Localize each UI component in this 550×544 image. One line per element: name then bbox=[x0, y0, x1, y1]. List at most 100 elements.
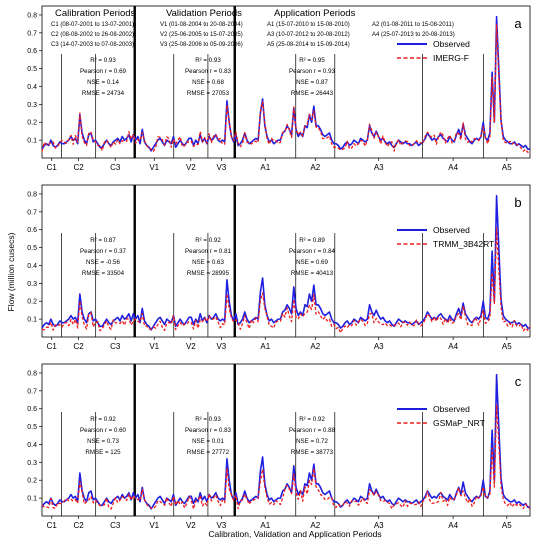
panel-letter: a bbox=[514, 16, 522, 31]
plot-frame bbox=[41, 184, 531, 338]
stat-text: Pearson r = 0.88 bbox=[289, 427, 335, 434]
stat-text: Pearson r = 0.93 bbox=[289, 68, 335, 75]
x-tick-label: V3 bbox=[216, 521, 226, 530]
period-heading: Calibration Periods bbox=[55, 8, 136, 19]
application-period-entry: A1 (15-07-2010 to 15-08-2010) bbox=[267, 22, 350, 28]
stat-text: Pearson r = 0.69 bbox=[80, 68, 126, 75]
x-tick-label: V3 bbox=[216, 342, 226, 351]
validation-period-entry: V2 (25-06-2005 to 15-07-2005) bbox=[160, 32, 243, 38]
estimate-series-line bbox=[41, 403, 531, 510]
x-tick-label: V2 bbox=[186, 163, 196, 172]
y-tick-label: 0.8 bbox=[27, 370, 37, 377]
application-period-entry: A3 (10-07-2012 to 20-08-2012) bbox=[267, 32, 350, 38]
stat-text: NSE = 0.14 bbox=[87, 79, 119, 86]
y-tick-label: 0.2 bbox=[27, 478, 37, 485]
stat-text: R² = 0.93 bbox=[195, 57, 221, 64]
x-tick-label: A4 bbox=[448, 163, 458, 172]
x-tick-label: C1 bbox=[47, 163, 58, 172]
application-period-entry: A5 (25-08-2014 to 15-09-2014) bbox=[267, 42, 350, 48]
stat-text: R² = 0.89 bbox=[299, 237, 325, 244]
x-tick-label: V1 bbox=[149, 163, 159, 172]
stat-text: NSE = -0.56 bbox=[86, 259, 120, 266]
validation-period-entry: V1 (01-08-2004 to 20-08-2004) bbox=[160, 22, 243, 28]
y-tick-label: 0.3 bbox=[27, 460, 37, 467]
stat-text: R² = 0.95 bbox=[299, 57, 325, 64]
stat-text: RMSE = 125 bbox=[85, 449, 121, 456]
stat-text: NSE = 0.72 bbox=[296, 438, 328, 445]
x-tick-label: V1 bbox=[149, 342, 159, 351]
legend-estimate-label: GSMaP_NRT bbox=[433, 418, 485, 428]
calibration-period-entry: C1 (08-07-2001 to 13-07-2001) bbox=[51, 22, 134, 28]
x-tick-label: C3 bbox=[110, 163, 121, 172]
stat-text: R² = 0.87 bbox=[90, 237, 116, 244]
panel-a: 0.1 0.2 0.3 0.4 0.5 0.6 0.7 0.8 C1 C2 C3 V1 V2 V3 A1 A2… bbox=[27, 5, 531, 172]
legend-observed-label: Observed bbox=[433, 39, 470, 49]
stat-text: RMSE = 27053 bbox=[187, 90, 230, 97]
y-tick-label: 0.3 bbox=[27, 102, 37, 109]
stat-text: R² = 0.93 bbox=[90, 57, 116, 64]
estimate-series-line bbox=[41, 227, 531, 334]
x-tick-label: A4 bbox=[448, 342, 458, 351]
stat-text: Pearson r = 0.83 bbox=[185, 427, 231, 434]
y-tick-label: 0.6 bbox=[27, 227, 37, 234]
panel-c: 0.1 0.2 0.3 0.4 0.5 0.6 0.7 0.8 C1 C2 C3 V1 V2 V3 A1 A2… bbox=[27, 363, 531, 530]
period-heading: Validation Periods bbox=[166, 8, 242, 19]
y-tick-label: 0.1 bbox=[27, 317, 37, 324]
period-heading: Application Periods bbox=[274, 8, 356, 19]
x-tick-label: C2 bbox=[73, 342, 84, 351]
x-tick-label: A2 bbox=[310, 342, 320, 351]
panel-b: 0.1 0.2 0.3 0.4 0.5 0.6 0.7 0.8 C1 C2 C3 V1 V2 V3 A1 A2… bbox=[27, 184, 531, 351]
stat-text: Pearson r = 0.81 bbox=[185, 248, 231, 255]
panel-letter: c bbox=[515, 374, 522, 389]
x-tick-label: C1 bbox=[47, 521, 58, 530]
legend-observed-label: Observed bbox=[433, 404, 470, 414]
legend-estimate-label: TRMM_3B42RT bbox=[433, 239, 494, 249]
stat-text: RMSE = 40413 bbox=[291, 270, 334, 277]
stat-text: R² = 0.92 bbox=[195, 237, 221, 244]
x-tick-label: C3 bbox=[110, 521, 121, 530]
stat-text: RMSE = 26443 bbox=[291, 90, 334, 97]
y-tick-label: 0.3 bbox=[27, 281, 37, 288]
x-tick-label: A3 bbox=[374, 342, 384, 351]
y-tick-label: 0.4 bbox=[27, 442, 37, 449]
stat-text: NSE = 0.63 bbox=[192, 259, 224, 266]
x-tick-label: A1 bbox=[260, 163, 270, 172]
calibration-period-entry: C2 (08-08-2002 to 26-08-2002) bbox=[51, 32, 134, 38]
y-tick-label: 0.6 bbox=[27, 48, 37, 55]
panel-letter: b bbox=[514, 195, 521, 210]
application-period-entry: A2 (01-08-2011 to 15-08-2011) bbox=[372, 22, 454, 28]
x-tick-label: A3 bbox=[374, 521, 384, 530]
stat-text: Pearson r = 0.83 bbox=[185, 68, 231, 75]
x-tick-label: A5 bbox=[502, 521, 512, 530]
y-tick-label: 0.7 bbox=[27, 209, 37, 216]
y-tick-label: 0.4 bbox=[27, 84, 37, 91]
stat-text: Pearson r = 0.37 bbox=[80, 248, 126, 255]
y-tick-label: 0.5 bbox=[27, 245, 37, 252]
stat-text: R² = 0.92 bbox=[299, 416, 325, 423]
observed-series-line bbox=[41, 194, 530, 331]
y-tick-label: 0.6 bbox=[27, 406, 37, 413]
y-tick-label: 0.5 bbox=[27, 424, 37, 431]
stat-text: NSE = 0.73 bbox=[87, 438, 119, 445]
stat-text: Pearson r = 0.60 bbox=[80, 427, 126, 434]
x-tick-label: V2 bbox=[186, 521, 196, 530]
x-tick-label: A1 bbox=[260, 521, 270, 530]
y-tick-label: 0.7 bbox=[27, 30, 37, 37]
stat-text: NSE = 0.69 bbox=[296, 259, 328, 266]
y-tick-label: 0.8 bbox=[27, 191, 37, 198]
stat-text: RMSE = 27772 bbox=[187, 449, 230, 456]
plot-frame bbox=[41, 5, 531, 159]
x-tick-label: C1 bbox=[47, 342, 58, 351]
estimate-series-line bbox=[41, 24, 531, 154]
plot-frame bbox=[41, 363, 531, 517]
stat-text: RMSE = 33504 bbox=[82, 270, 125, 277]
y-tick-label: 0.5 bbox=[27, 66, 37, 73]
x-tick-label: V1 bbox=[149, 521, 159, 530]
x-tick-label: A5 bbox=[502, 163, 512, 172]
stat-text: RMSE = 38773 bbox=[291, 449, 334, 456]
y-tick-label: 0.7 bbox=[27, 388, 37, 395]
y-tick-label: 0.2 bbox=[27, 299, 37, 306]
application-period-entry: A4 (25-07-2013 to 20-08-2013) bbox=[372, 32, 455, 38]
y-tick-label: 0.8 bbox=[27, 12, 37, 19]
